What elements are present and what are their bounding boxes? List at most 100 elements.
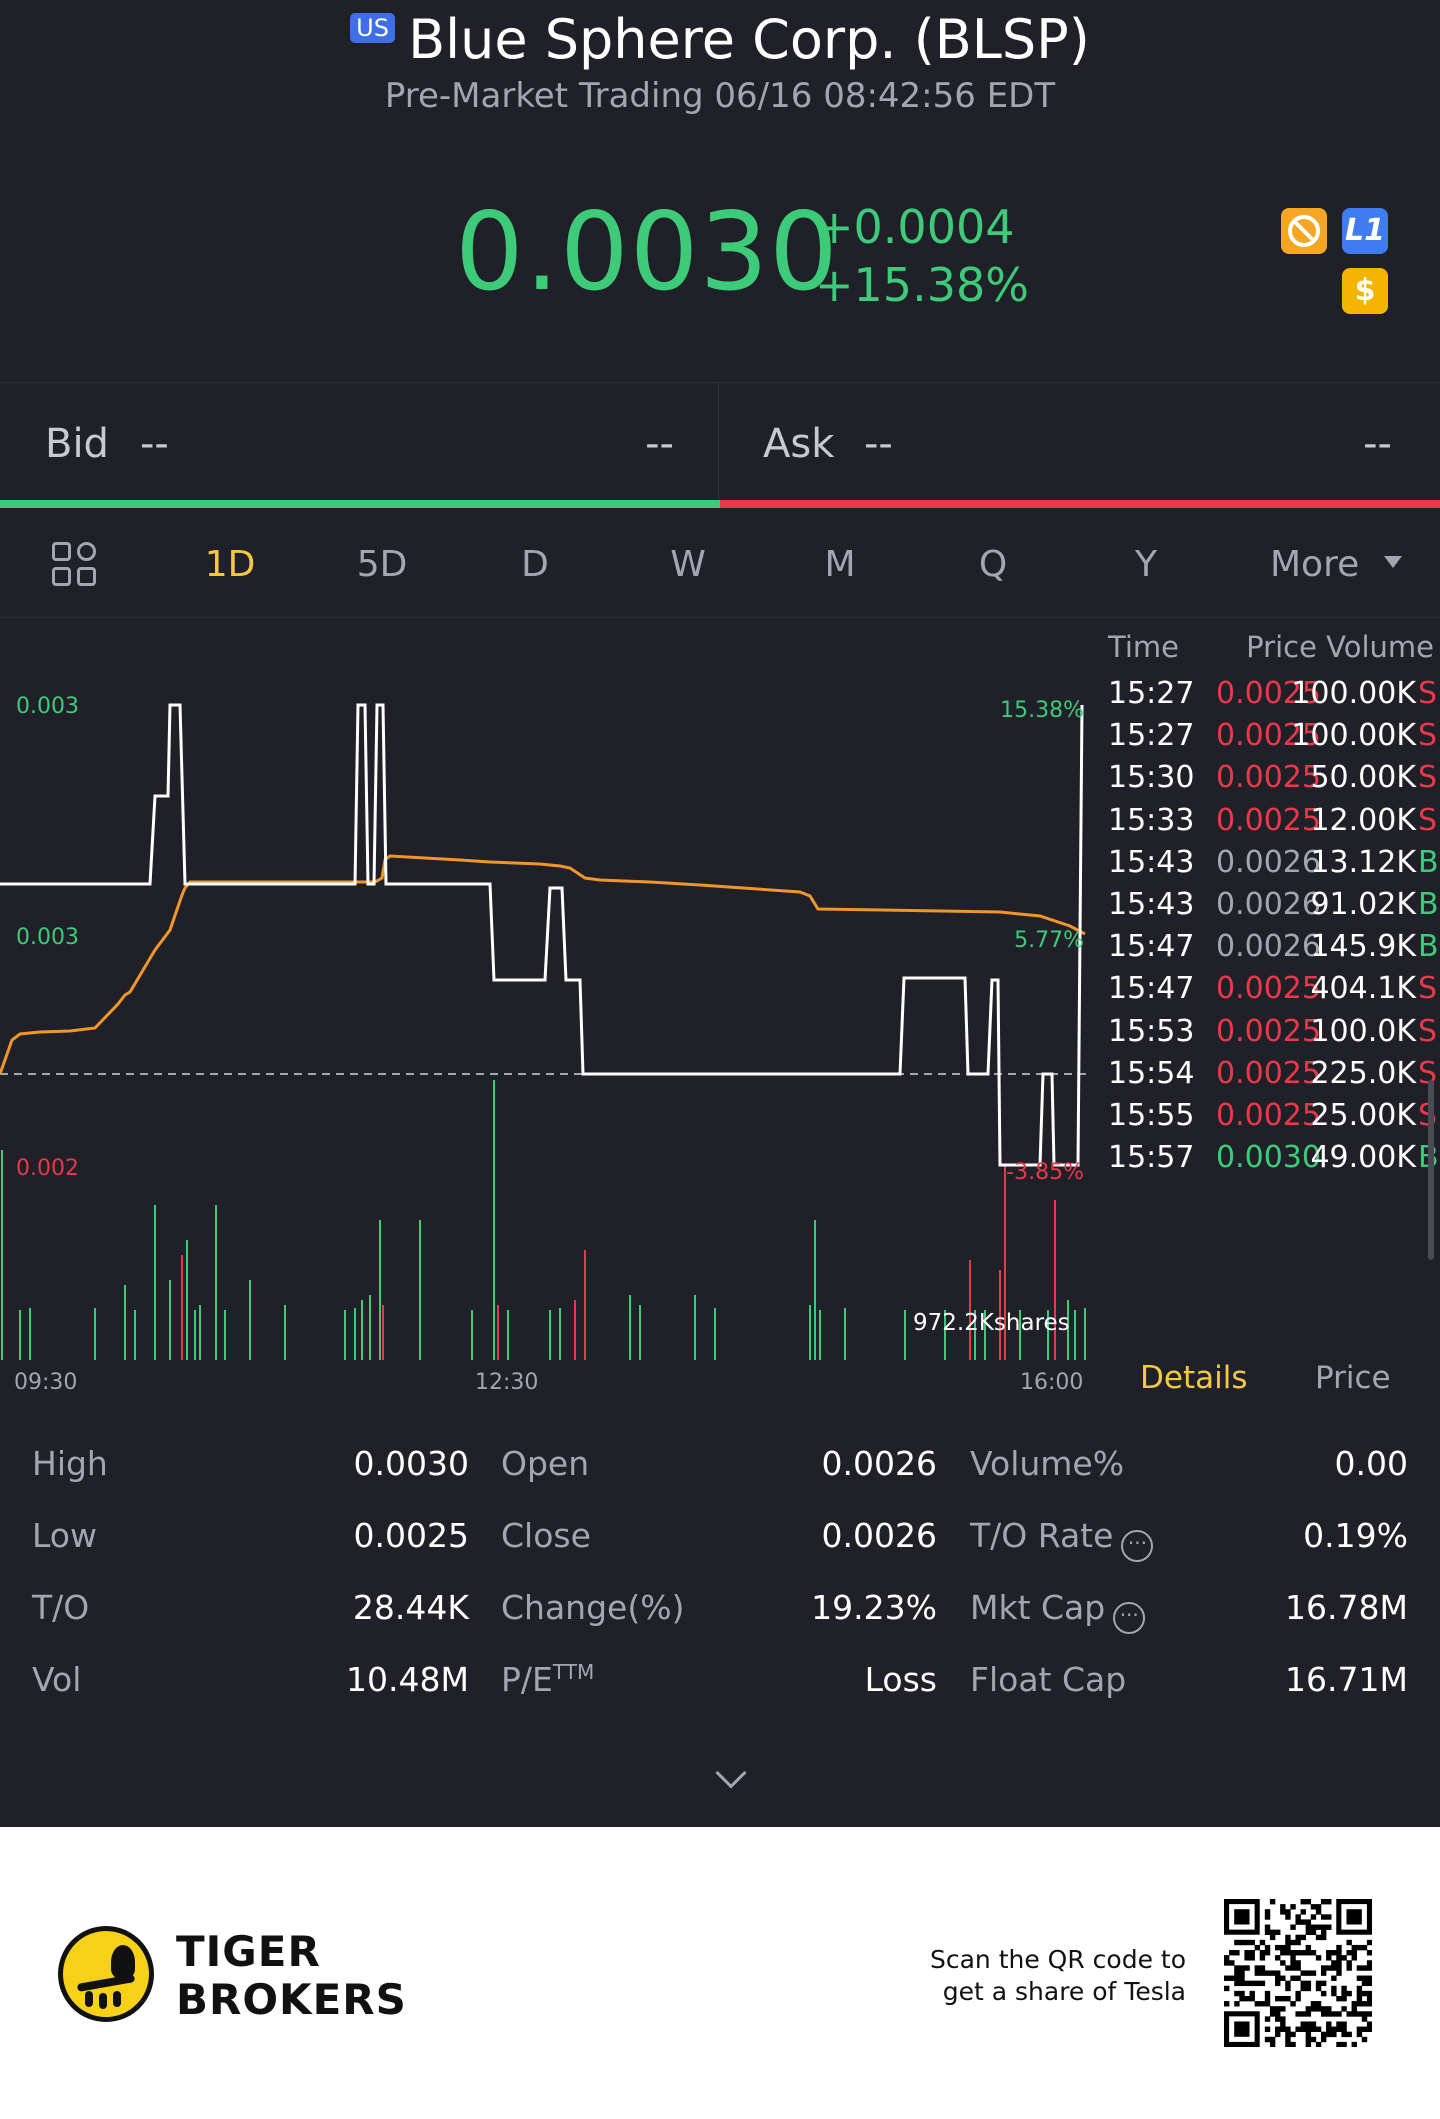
trade-side: S: [1418, 676, 1438, 711]
tab-5d[interactable]: 5D: [356, 544, 408, 585]
pct-label-mid: 5.77%: [1014, 928, 1084, 953]
time-and-sales[interactable]: Time Price Volume 15:27 0.0025 100.00K S 15:…: [1090, 620, 1440, 1400]
pct-label-top: 15.38%: [1000, 698, 1084, 723]
trade-side: B: [1418, 844, 1439, 880]
more-info-icon[interactable]: ···: [1113, 1602, 1146, 1634]
tab-q[interactable]: Q: [978, 544, 1008, 585]
stats-row-1: High 0.0030 Open 0.0026 Volume% 0.00: [0, 1444, 1440, 1504]
trade-side: S: [1418, 802, 1438, 838]
stat-value-float-cap: 16.71M: [1285, 1660, 1408, 1699]
trade-volume: 100.00K: [1291, 676, 1416, 711]
stat-label-float-cap: Float Cap: [970, 1660, 1127, 1699]
trade-price: 0.0025: [1216, 1055, 1321, 1091]
brand-name-line1: TIGER: [176, 1927, 321, 1976]
trade-price: 0.0026: [1216, 844, 1321, 880]
trade-side: S: [1418, 718, 1438, 754]
dollar-icon[interactable]: $: [1342, 268, 1388, 314]
trade-volume: 50.00K: [1310, 760, 1416, 796]
trades-header-price-volume: Price Volume: [1246, 630, 1434, 664]
trade-time: 15:43: [1108, 887, 1195, 922]
tab-1d[interactable]: 1D: [204, 544, 256, 585]
trade-time: 15:27: [1108, 718, 1195, 754]
x-axis-label-mid: 12:30: [475, 1370, 539, 1395]
stat-value-turnover-rate: 0.19%: [1303, 1516, 1408, 1555]
trade-side: S: [1418, 971, 1438, 1007]
trade-price: 0.0025: [1216, 718, 1321, 754]
trade-volume: 404.1K: [1310, 971, 1416, 1007]
stat-label-turnover-rate: T/O Rate ···: [970, 1516, 1154, 1562]
bid-size: --: [645, 421, 674, 467]
trade-time: 15:47: [1108, 929, 1195, 965]
quote-header: US Blue Sphere Corp. (BLSP) Pre-Market T…: [0, 0, 1440, 380]
stat-label-change: Change(%): [501, 1588, 685, 1627]
x-axis-label-open: 09:30: [14, 1370, 78, 1395]
trade-price: 0.0025: [1216, 971, 1321, 1007]
trade-row: 15:47 0.0025 404.1K S: [1090, 971, 1440, 1028]
price-line: [0, 703, 1084, 1167]
trade-side: S: [1418, 760, 1438, 796]
no-short-icon[interactable]: [1281, 208, 1327, 254]
trade-price: 0.0025: [1216, 1013, 1321, 1049]
chart-svg: [0, 703, 1090, 1360]
trade-side: S: [1418, 1013, 1438, 1049]
tiger-brokers-logo-icon: [58, 1926, 154, 2022]
trades-scrollbar[interactable]: [1428, 1080, 1434, 1260]
bid-label: Bid: [45, 421, 109, 467]
trade-time: 15:47: [1108, 971, 1195, 1007]
trades-header: Time Price Volume: [1090, 630, 1440, 670]
stat-label-high: High: [32, 1444, 108, 1483]
share-footer: TIGER BROKERS Scan the QR code to get a …: [0, 1827, 1440, 2119]
x-axis-label-close: 16:00: [1020, 1370, 1084, 1395]
trade-volume: 145.9K: [1310, 929, 1416, 965]
trade-time: 15:27: [1108, 676, 1195, 711]
stat-label-close: Close: [501, 1516, 591, 1555]
trade-row: 15:54 0.0025 225.0K S: [1090, 1056, 1440, 1113]
stat-label-to: T/O: [32, 1588, 90, 1627]
qr-caption-line1: Scan the QR code to: [929, 1945, 1186, 1974]
trade-volume: 12.00K: [1310, 802, 1416, 838]
trade-time: 15:55: [1108, 1098, 1195, 1133]
trade-row: 15:43 0.0026 13.12K B: [1090, 845, 1440, 902]
stats-row-2: Low 0.0025 Close 0.0026 T/O Rate ··· 0.19…: [0, 1516, 1440, 1576]
trade-price: 0.0026: [1216, 929, 1321, 965]
stat-label-vol: Vol: [32, 1660, 82, 1699]
ask-section: Ask -- --: [718, 383, 1436, 501]
trade-time: 15:43: [1108, 844, 1195, 880]
trade-volume: 100.0K: [1310, 1013, 1416, 1049]
tab-more[interactable]: More: [1270, 544, 1360, 585]
stats-row-4: Vol 10.48M P/ETTM Loss Float Cap 16.71M: [0, 1660, 1440, 1720]
intraday-chart[interactable]: 0.003 0.003 0.002 15.38% 5.77% -3.85% 97…: [0, 620, 1090, 1400]
stat-label-pe-sup: TTM: [552, 1660, 595, 1684]
stat-label-low: Low: [32, 1516, 97, 1555]
last-price: 0.0030: [455, 190, 839, 315]
chevron-down-icon[interactable]: [1384, 556, 1402, 568]
bid-price: --: [140, 421, 169, 467]
trade-row: 15:43 0.0026 91.02K B: [1090, 887, 1440, 944]
trade-row: 15:33 0.0025 12.00K S: [1090, 803, 1440, 860]
trade-price: 0.0025: [1216, 802, 1321, 838]
y-axis-label-bottom: 0.002: [16, 1156, 79, 1181]
average-price-line: [0, 854, 1086, 1075]
stat-value-volume-pct: 0.00: [1334, 1444, 1408, 1483]
tab-price[interactable]: Price: [1315, 1360, 1391, 1396]
trade-time: 15:57: [1108, 1140, 1195, 1176]
tab-details[interactable]: Details: [1140, 1360, 1248, 1396]
layout-grid-icon[interactable]: [52, 542, 98, 588]
more-info-icon[interactable]: ···: [1121, 1530, 1154, 1562]
tab-m[interactable]: M: [824, 544, 856, 585]
trade-row: 15:53 0.0025 100.0K S: [1090, 1014, 1440, 1071]
trade-time: 15:33: [1108, 802, 1195, 838]
level1-icon[interactable]: L1: [1342, 208, 1388, 254]
stat-value-high: 0.0030: [353, 1444, 469, 1483]
stat-value-change: 19.23%: [811, 1588, 937, 1627]
trade-row: 15:30 0.0025 50.00K S: [1090, 760, 1440, 817]
bid-section: Bid -- --: [0, 383, 718, 501]
tab-d[interactable]: D: [521, 544, 549, 585]
stat-value-close: 0.0026: [821, 1516, 937, 1555]
stat-label-pe-text: P/E: [501, 1660, 553, 1699]
stat-value-to: 28.44K: [352, 1588, 469, 1627]
chart-period-tabs: 1D 5D D W M Q Y More: [0, 508, 1440, 618]
tab-w[interactable]: W: [670, 544, 706, 585]
tab-y[interactable]: Y: [1135, 544, 1157, 585]
trade-volume: 25.00K: [1310, 1098, 1416, 1133]
